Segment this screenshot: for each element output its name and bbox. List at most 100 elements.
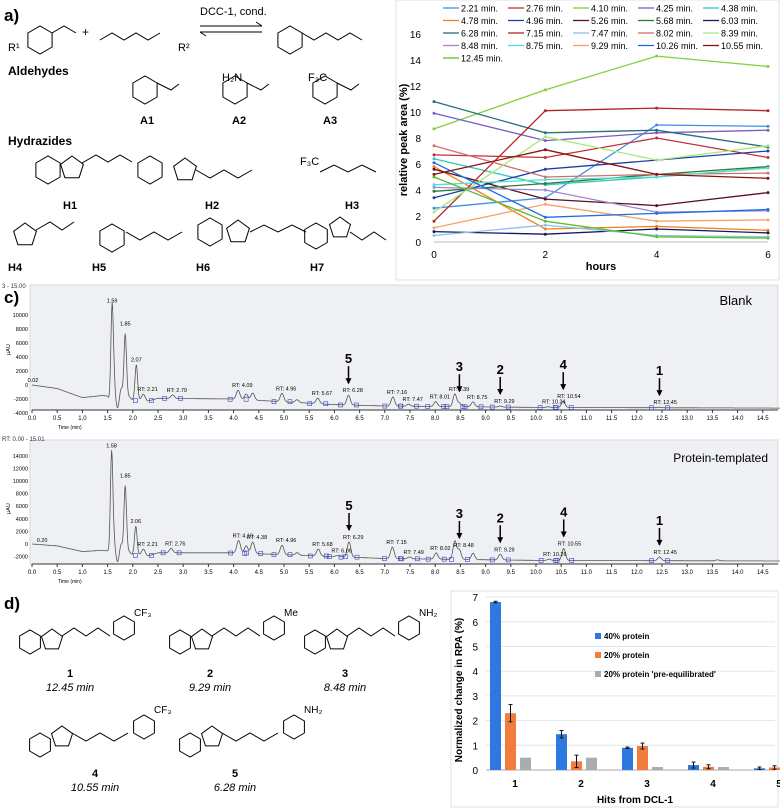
x-tick-label: 5 <box>776 779 780 790</box>
series-line <box>433 100 769 148</box>
x-tick-label: 4.5 <box>255 416 264 422</box>
peak-marker <box>160 550 166 556</box>
chromatograms: 3 - 15.00 0.0 0.5 1.0 1.5 2.0 2.5 3.0 3.5 4.0 4.5 5… <box>2 284 780 585</box>
aldehyde-A3-label: A3 <box>323 115 338 127</box>
y-tick-label: 2 <box>415 212 421 223</box>
x-tick-label: 6.5 <box>355 416 364 422</box>
data-point <box>655 227 659 231</box>
y-tick-label: 16 <box>410 30 422 41</box>
y-tick-label: 6000 <box>16 504 28 510</box>
peak-marker <box>399 556 404 562</box>
peak-label: RT: 8.02 <box>430 546 450 552</box>
y-tick-label: 10 <box>410 108 422 119</box>
retention-time: 8.48 min <box>324 682 366 694</box>
x-tick-label: 2 <box>543 250 549 261</box>
peak-label: RT: 4.96 <box>276 538 296 544</box>
peak-marker <box>569 558 575 563</box>
aldehyde-ring <box>27 25 53 55</box>
data-point <box>766 176 770 180</box>
hit-arrowhead <box>346 525 353 532</box>
peak-label: RT: 8.48 <box>453 543 473 549</box>
x-tick-label: 4.5 <box>255 570 264 576</box>
x-tick-label: 9.5 <box>507 416 516 422</box>
peak-marker <box>242 551 248 556</box>
data-point <box>655 136 659 140</box>
x-tick-label: 8.5 <box>456 416 465 422</box>
peak-marker <box>338 554 344 560</box>
y-tick-label: 5 <box>472 643 478 654</box>
peak-marker <box>162 396 167 401</box>
x-tick-label: 10.5 <box>555 416 567 422</box>
x-tick-label: 8.0 <box>431 416 440 422</box>
x-tick-label: 8.0 <box>431 570 440 576</box>
data-point <box>655 172 659 176</box>
compound-number: 4 <box>92 768 99 780</box>
x-tick-label: 2.5 <box>154 570 163 576</box>
data-point <box>432 167 436 171</box>
data-point <box>432 127 436 131</box>
legend-label: 7.15 min. <box>526 29 563 39</box>
acylhydrazone-linker <box>71 732 129 742</box>
data-point <box>766 144 770 148</box>
data-point <box>766 171 770 175</box>
acylhydrazone-linker <box>211 627 261 637</box>
x-tick-label: 1.5 <box>103 416 112 422</box>
bar <box>586 757 597 770</box>
data-point <box>543 88 547 92</box>
range-header: 3 - 15.00 <box>2 284 26 290</box>
aldehyde-cho <box>156 82 180 91</box>
x-tick-label: 13.0 <box>681 570 693 576</box>
pyrazine-ring-H2 <box>137 155 163 185</box>
chromatogram-blank: 3 - 15.00 0.0 0.5 1.0 1.5 2.0 2.5 3.0 3.5 4.0 4.5 5… <box>2 284 780 431</box>
x-tick-label: 4 <box>654 250 660 261</box>
hit-number-label: 1 <box>656 363 663 378</box>
x-tick-label: 0.5 <box>53 570 62 576</box>
data-point <box>432 210 436 214</box>
series-line <box>433 167 769 186</box>
series-line <box>433 203 769 229</box>
y-tick-label: -2000 <box>14 555 28 561</box>
legend-label: 6.28 min. <box>461 29 498 39</box>
peak-label: RT: 10.26 <box>543 552 566 558</box>
data-point <box>655 219 659 223</box>
x-tick-label: 11.0 <box>581 570 593 576</box>
x-axis-title: hours <box>586 261 617 273</box>
y-tick-label: 12 <box>410 82 422 93</box>
peak-marker <box>133 398 138 403</box>
x-tick-label: 9.5 <box>507 570 516 576</box>
thiophene-ring <box>190 628 214 650</box>
peak-marker <box>133 553 138 558</box>
x-axis-title: Time (min) <box>58 579 82 585</box>
hit-arrowhead <box>497 537 504 544</box>
data-point <box>766 109 770 113</box>
aldehyde-A1-label: A1 <box>140 115 155 127</box>
panel-a-structures: + <box>13 21 387 253</box>
x-tick-label: 13.5 <box>707 416 719 422</box>
data-point <box>432 144 436 148</box>
legend-label: 4.25 min. <box>656 4 693 14</box>
substituent-label: NH₂ <box>304 705 322 716</box>
peak-marker <box>327 554 332 560</box>
legend-swatch <box>595 652 601 658</box>
hit-structures: CF₃ 1 12.45 min Me 2 9.29 min NH₂ 3 8.48 min CF₃ 4… <box>19 608 437 794</box>
peak-label: RT: 2.76 <box>165 541 185 547</box>
hydrazide-H2-label: H2 <box>205 200 220 212</box>
data-point <box>543 232 547 236</box>
legend-label: 4.38 min. <box>721 4 758 14</box>
legend-label: 9.29 min. <box>591 41 628 51</box>
peak-marker <box>537 405 543 410</box>
legend-label: 12.45 min. <box>461 54 503 64</box>
hit-number-label: 1 <box>656 513 663 528</box>
data-point <box>766 208 770 211</box>
x-tick-label: 1.5 <box>103 570 112 576</box>
peak-label: RT: 4.09 <box>232 383 252 389</box>
x-tick-label: 3.5 <box>204 570 213 576</box>
y-tick-label: 6000 <box>16 341 28 347</box>
data-point <box>432 206 436 210</box>
peak-marker <box>489 404 495 410</box>
x-tick-label: 0.5 <box>53 416 62 422</box>
series-line <box>433 55 769 130</box>
legend-label: 4.96 min. <box>526 16 563 26</box>
A3-substituent: F₃C <box>308 72 328 84</box>
x-tick-label: 5.0 <box>280 416 289 422</box>
